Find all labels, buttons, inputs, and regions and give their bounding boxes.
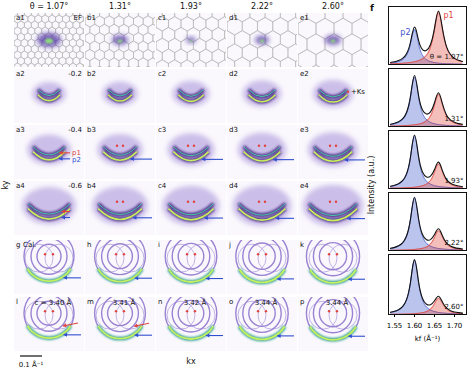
- svg-text:2.22°: 2.22°: [251, 2, 273, 11]
- svg-text:m: m: [87, 298, 94, 306]
- svg-text:-0.4: -0.4: [68, 126, 82, 134]
- svg-text:h: h: [87, 241, 91, 249]
- svg-text:kf (Å⁻¹): kf (Å⁻¹): [415, 334, 441, 343]
- svg-text:c1: c1: [158, 14, 166, 22]
- svg-text:l: l: [16, 298, 18, 306]
- svg-text:c3: c3: [158, 126, 166, 134]
- svg-text:d3: d3: [229, 126, 238, 134]
- svg-text:j: j: [228, 241, 231, 249]
- svg-text:1.65: 1.65: [427, 322, 443, 330]
- svg-text:p2: p2: [400, 28, 410, 37]
- svg-text:EF: EF: [74, 14, 82, 22]
- svg-text:a3: a3: [16, 126, 25, 134]
- svg-text:p: p: [300, 298, 305, 306]
- svg-text:1.70: 1.70: [447, 322, 463, 330]
- svg-text:b4: b4: [87, 182, 96, 190]
- svg-text:k: k: [300, 241, 305, 249]
- svg-text:b2: b2: [87, 70, 96, 78]
- svg-text:1.31°: 1.31°: [109, 2, 131, 11]
- svg-text:f: f: [370, 3, 374, 13]
- svg-text:θ = 1.07°: θ = 1.07°: [430, 53, 464, 61]
- svg-text:a1: a1: [16, 14, 25, 22]
- svg-text:d2: d2: [229, 70, 238, 78]
- svg-text:b1: b1: [87, 14, 96, 22]
- svg-text:ky: ky: [1, 180, 10, 189]
- svg-text:o: o: [229, 298, 233, 306]
- svg-text:a4: a4: [16, 182, 25, 190]
- svg-text:d1: d1: [229, 14, 238, 22]
- svg-text:e2: e2: [300, 70, 309, 78]
- svg-text:p1: p1: [72, 149, 81, 158]
- svg-text:3.42 Å: 3.42 Å: [184, 298, 207, 307]
- svg-text:c2: c2: [158, 70, 166, 78]
- svg-text:3.44 Å: 3.44 Å: [255, 298, 278, 307]
- svg-text:2.60°: 2.60°: [444, 303, 463, 311]
- svg-text:Intensity (a.u.): Intensity (a.u.): [367, 156, 376, 215]
- svg-text:e1: e1: [300, 14, 309, 22]
- svg-text:θ = 1.07°: θ = 1.07°: [30, 2, 69, 11]
- svg-text:2.60°: 2.60°: [322, 2, 344, 11]
- svg-text:c = 3.40 Å: c = 3.40 Å: [35, 298, 72, 307]
- svg-text:d4: d4: [229, 182, 238, 190]
- svg-text:n: n: [158, 298, 162, 306]
- svg-text:1.93°: 1.93°: [180, 2, 202, 11]
- svg-text:3.41 Å: 3.41 Å: [113, 298, 136, 307]
- svg-text:c4: c4: [158, 182, 167, 190]
- svg-text:i: i: [158, 241, 160, 249]
- svg-text:Cal.: Cal.: [23, 241, 36, 249]
- svg-text:1.93°: 1.93°: [444, 177, 463, 185]
- svg-text:e3: e3: [300, 126, 309, 134]
- svg-text:kx: kx: [186, 357, 196, 366]
- svg-text:0.1 Å⁻¹: 0.1 Å⁻¹: [19, 360, 44, 369]
- svg-text:e4: e4: [300, 182, 309, 190]
- svg-text:a2: a2: [16, 70, 25, 78]
- svg-text:1.55: 1.55: [387, 322, 403, 330]
- svg-text:+Ks: +Ks: [351, 88, 365, 96]
- svg-text:3.44 Å: 3.44 Å: [326, 298, 349, 307]
- svg-text:1.31°: 1.31°: [444, 115, 463, 123]
- svg-text:2.22°: 2.22°: [444, 239, 463, 247]
- svg-text:p2: p2: [72, 156, 81, 164]
- svg-text:g: g: [16, 241, 20, 249]
- svg-text:1.60: 1.60: [407, 322, 423, 330]
- svg-text:-0.6: -0.6: [68, 182, 82, 190]
- svg-text:p1: p1: [444, 11, 454, 20]
- svg-text:-0.2: -0.2: [68, 70, 82, 78]
- svg-text:b3: b3: [87, 126, 96, 134]
